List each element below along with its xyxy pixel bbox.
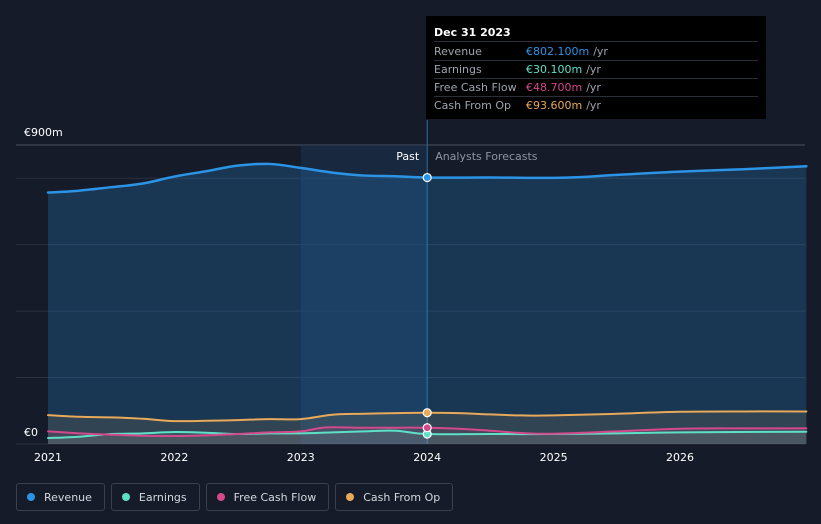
tooltip-unit: /yr xyxy=(586,99,601,112)
legend-dot-icon xyxy=(27,493,35,501)
forecast-label: Analysts Forecasts xyxy=(435,150,538,163)
legend-dot-icon xyxy=(216,493,225,501)
tooltip-label: Cash From Op xyxy=(434,99,512,112)
tooltip-date: Dec 31 2023 xyxy=(434,24,758,42)
legend-label: Earnings xyxy=(138,490,187,504)
series-line-cash-from-op xyxy=(47,410,808,423)
tooltip-label: Free Cash Flow xyxy=(434,81,517,94)
legend-dot-icon xyxy=(121,493,130,501)
tooltip-unit: /yr xyxy=(586,63,601,76)
x-tick-label: 2024 xyxy=(413,451,441,464)
tooltip-value: €48.700m xyxy=(526,81,583,94)
marker-cash-from-op xyxy=(422,408,432,418)
x-tick-label: 2022 xyxy=(160,451,188,464)
series-line-free-cash-flow xyxy=(47,426,808,438)
tooltip-row-revenue: Revenue €802.100m /yr xyxy=(434,43,758,61)
series-line-revenue xyxy=(46,162,808,194)
line-layer xyxy=(46,162,808,440)
y-bottom-label: €0 xyxy=(24,426,38,439)
tooltip-value: €30.100m xyxy=(526,63,583,76)
legend-label: Revenue xyxy=(44,490,92,504)
tooltip-label: Earnings xyxy=(434,63,482,76)
series-line-earnings xyxy=(47,429,808,440)
area-layer xyxy=(48,163,807,444)
legend-label: Cash From Op xyxy=(363,490,441,504)
tooltip-value: €93.600m xyxy=(526,99,583,112)
legend-item-revenue[interactable]: Revenue xyxy=(16,483,105,511)
tooltip-unit: /yr xyxy=(586,81,601,94)
past-shade xyxy=(300,145,428,444)
marker-layer xyxy=(422,172,432,439)
past-shade-layer xyxy=(300,120,428,444)
x-tick-label: 2025 xyxy=(540,451,568,464)
x-tick-label: 2026 xyxy=(666,451,694,464)
marker-revenue xyxy=(422,172,432,183)
tooltip-row-earnings: Earnings €30.100m /yr xyxy=(434,61,758,79)
tooltip-value: €802.100m xyxy=(526,45,590,58)
series-area-revenue xyxy=(48,163,807,444)
marker-free-cash-flow xyxy=(422,423,432,433)
tooltip-unit: /yr xyxy=(593,45,608,58)
legend-item-free-cash-flow[interactable]: Free Cash Flow xyxy=(205,483,330,511)
legend-dot-icon xyxy=(346,493,355,501)
legend-label: Free Cash Flow xyxy=(233,490,317,504)
past-label: Past xyxy=(396,150,420,163)
tooltip: Dec 31 2023 Revenue €802.100m /yr Earnin… xyxy=(426,16,766,119)
legend-item-cash-from-op[interactable]: Cash From Op xyxy=(335,483,454,511)
x-tick-label: 2021 xyxy=(34,451,62,464)
tooltip-row-cash-from-op: Cash From Op €93.600m /yr xyxy=(434,97,758,114)
legend-item-earnings[interactable]: Earnings xyxy=(110,483,200,511)
tooltip-label: Revenue xyxy=(434,45,482,58)
label-layer: €900m €0 Past Analysts Forecasts 2021 2022 202… xyxy=(24,126,694,464)
tooltip-row-free-cash-flow: Free Cash Flow €48.700m /yr xyxy=(434,79,758,97)
legend: Revenue Earnings Free Cash Flow Cash Fro… xyxy=(16,483,454,511)
y-top-label: €900m xyxy=(24,126,63,139)
x-tick-label: 2023 xyxy=(287,451,315,464)
